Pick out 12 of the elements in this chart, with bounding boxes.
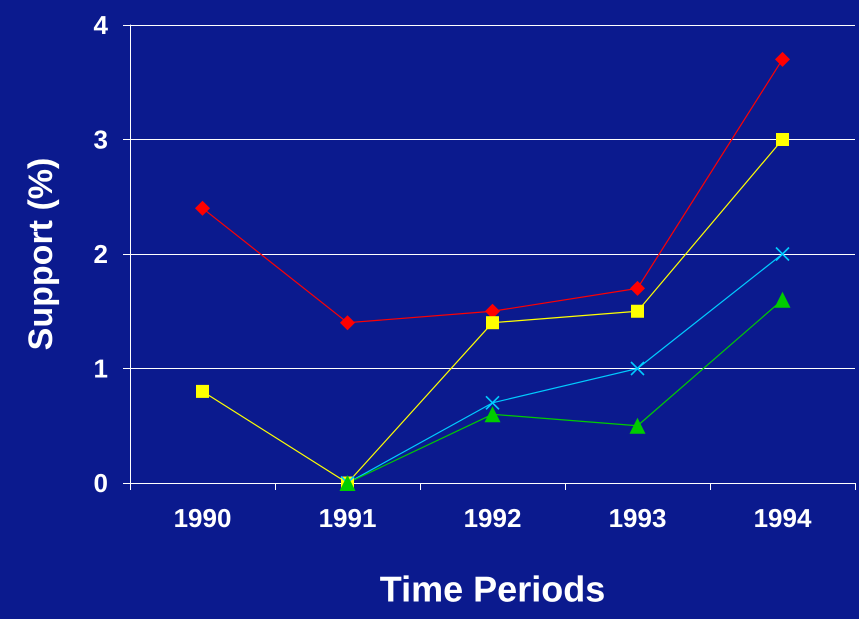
x-tick-label: 1991 — [318, 503, 376, 533]
x-tick-label: 1994 — [754, 503, 812, 533]
x-axis-title: Time Periods — [380, 568, 606, 610]
y-tick-label: 0 — [94, 468, 108, 498]
y-axis-title: Support (%) — [22, 158, 60, 350]
x-tick-label: 1990 — [174, 503, 232, 533]
y-tick-label: 1 — [94, 354, 108, 384]
y-tick-label: 3 — [94, 124, 108, 154]
x-tick-label: 1992 — [464, 503, 522, 533]
y-tick-label: 4 — [94, 10, 109, 40]
x-tick-label: 1993 — [608, 503, 666, 533]
y-tick-label: 2 — [94, 239, 108, 269]
